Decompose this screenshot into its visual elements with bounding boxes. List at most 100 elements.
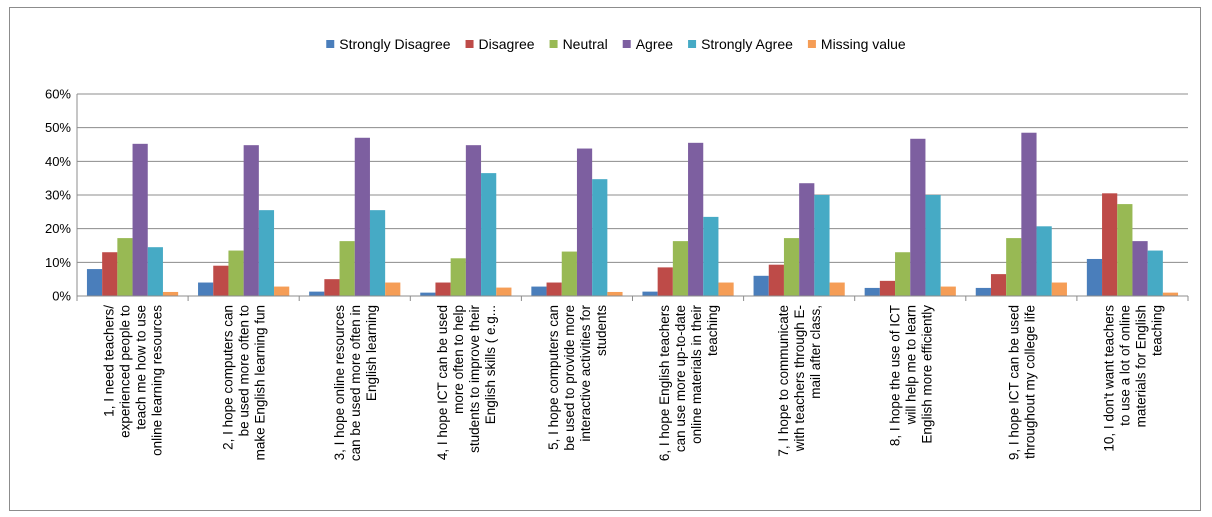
x-tick-label: 6, I hope English teachers: [657, 305, 672, 461]
legend-item: Missing value: [807, 36, 906, 52]
bar: [162, 291, 179, 296]
x-tick-label: teach me how to use: [134, 305, 149, 430]
bar: [339, 241, 355, 296]
bar: [102, 252, 118, 296]
legend-swatch: [622, 40, 631, 48]
bar: [228, 250, 244, 296]
y-tick-label: 30%: [45, 188, 71, 203]
legend-swatch: [549, 40, 558, 48]
x-tick-label: students to improve their: [467, 305, 482, 453]
y-tick-label: 60%: [45, 87, 71, 102]
x-tick-label: more often to help: [451, 305, 466, 414]
x-tick-label: can use more up-to-date: [673, 305, 688, 452]
bars: [86, 132, 1179, 296]
bar: [481, 173, 497, 296]
x-tick-label: English more efficiently: [919, 305, 934, 444]
bar: [657, 267, 673, 296]
bar: [132, 143, 148, 296]
bar: [642, 291, 658, 296]
x-tick-label: can be used more often in: [348, 305, 363, 461]
bar: [829, 282, 845, 296]
bar: [576, 148, 593, 296]
bar: [975, 287, 991, 296]
bar: [450, 258, 466, 296]
x-tick-label: English learning: [364, 305, 379, 401]
bar: [703, 216, 719, 296]
bar: [768, 264, 784, 296]
legend-label: Agree: [636, 36, 674, 52]
bar: [1051, 282, 1067, 296]
bar: [925, 195, 941, 296]
x-tick-label: interactive activities for: [578, 305, 593, 442]
x-category-label: 10, I don't want teachers to use a lot of…: [1101, 305, 1164, 452]
bar: [753, 275, 769, 296]
bar: [465, 145, 482, 296]
bar: [814, 195, 830, 296]
bar: [213, 265, 229, 296]
legend-label: Disagree: [479, 36, 535, 52]
bar: [672, 241, 689, 296]
x-tick-label: experienced people to: [118, 305, 133, 438]
bar: [688, 142, 704, 296]
x-category-label: 7, I hope to communicate with teachers th…: [776, 305, 823, 457]
legend-item: Strongly Disagree: [326, 36, 451, 52]
x-tick-label: 4, I hope ICT can be used: [435, 305, 450, 460]
bar: [864, 287, 880, 296]
x-tick-label: 7, I hope to communicate: [776, 305, 791, 457]
bar: [718, 282, 734, 296]
bar: [1006, 238, 1022, 296]
bar: [592, 179, 608, 296]
x-tick-label: 5, I hope computers can: [546, 305, 561, 450]
legend-swatch: [465, 40, 474, 48]
x-category-label: 5, I hope computers can be used to provid…: [546, 305, 609, 451]
bar: [546, 282, 562, 296]
bar: [385, 282, 401, 296]
legend-label: Strongly Agree: [701, 36, 793, 52]
bar: [324, 279, 340, 296]
chart-area: Strongly Disagree Disagree Neutral Agree Str…: [9, 7, 1201, 511]
x-category-label: 6, I hope English teachers can use more u…: [657, 305, 720, 462]
y-tick-label: 40%: [45, 154, 71, 169]
bar: [420, 292, 436, 296]
bar: [117, 238, 133, 296]
x-category-label: 4, I hope ICT can be used more often to h…: [435, 305, 498, 461]
bar: [147, 247, 163, 296]
x-tick-label: to use a lot of online: [1117, 305, 1132, 426]
x-tick-label: be used to provide more: [562, 305, 577, 451]
bar: [86, 269, 103, 296]
bar: [1162, 292, 1179, 296]
bar: [990, 274, 1007, 296]
legend-item: Agree: [622, 36, 674, 52]
x-category-label: 8, I hope the use of ICT will help me to …: [887, 305, 934, 446]
legend-swatch: [326, 40, 335, 48]
x-tick-label: be used more often to: [237, 305, 252, 436]
x-tick-label: 8, I hope the use of ICT: [887, 305, 902, 446]
legend-item: Strongly Agree: [688, 36, 793, 52]
bar: [1147, 250, 1163, 296]
bar: [258, 210, 275, 296]
bar: [531, 286, 547, 296]
x-tick-label: mail after class,: [808, 305, 823, 399]
y-tick-label: 10%: [45, 255, 71, 270]
bar: [369, 210, 386, 296]
x-axis: 1, I need teachers/experienced people to…: [76, 295, 1189, 462]
x-category-label: 2, I hope computers can be used more ofte…: [221, 305, 268, 460]
bar: [243, 145, 259, 296]
x-tick-label: 2, I hope computers can: [221, 305, 236, 450]
bar: [895, 252, 911, 296]
x-tick-label: will help me to learn: [903, 305, 918, 425]
bar: [561, 251, 577, 296]
bar: [1117, 204, 1133, 296]
x-tick-label: teaching: [1149, 305, 1164, 356]
bar: [1132, 241, 1148, 296]
bar: [309, 291, 325, 296]
bar: [274, 286, 290, 296]
x-tick-label: students: [594, 305, 609, 356]
x-category-label: 3, I hope online resources can be used mo…: [332, 305, 379, 461]
x-tick-label: 3, I hope online resources: [332, 305, 347, 461]
legend-label: Missing value: [821, 36, 906, 52]
x-tick-label: online learning resources: [150, 305, 165, 456]
x-tick-label: English skills ( e.g...: [483, 305, 498, 424]
bar: [783, 238, 800, 296]
bar: [799, 183, 815, 296]
